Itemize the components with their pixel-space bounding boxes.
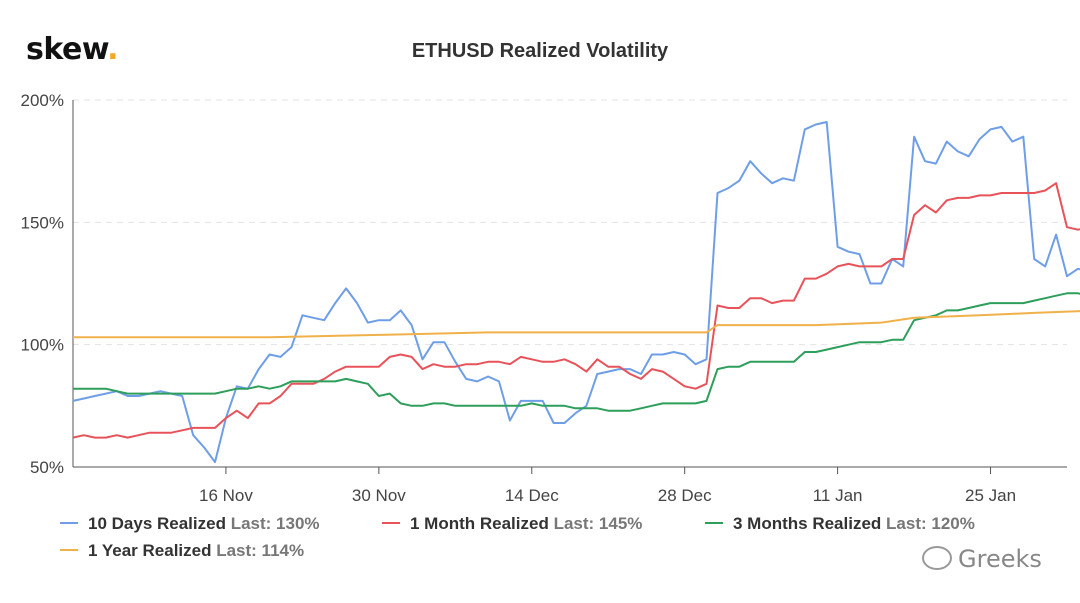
- legend-name: 10 Days Realized: [88, 514, 231, 533]
- series-line-4: [73, 310, 1080, 339]
- series-line-3: [73, 292, 1080, 412]
- watermark: Greeks: [922, 545, 1042, 573]
- legend-name: 1 Year Realized: [88, 541, 217, 560]
- legend-last-value: Last: 130%: [230, 514, 320, 533]
- legend-swatch: [382, 521, 400, 524]
- y-tick-label: 100%: [21, 336, 64, 355]
- legend-swatch: [60, 548, 78, 551]
- x-tick-label: 11 Jan: [813, 486, 863, 505]
- wechat-icon: [922, 546, 952, 570]
- series-line-2: [72, 182, 1080, 439]
- legend-item[interactable]: 10 Days Realized Last: 130%: [60, 514, 320, 534]
- axis-layer: 50% 100% 150% 200% 16 Nov 30 Nov 14 Dec 28 Dec 1…: [21, 91, 1067, 505]
- series-line-1: [72, 121, 1080, 464]
- skew-logo: skew.: [26, 32, 119, 67]
- legend-last-value: Last: 145%: [553, 514, 643, 533]
- x-tick-label: 25 Jan: [965, 486, 1016, 505]
- legend-swatch: [705, 521, 723, 524]
- grid-layer: [73, 99, 1067, 346]
- legend-item[interactable]: 1 Month Realized Last: 145%: [382, 514, 642, 534]
- legend-last-value: Last: 114%: [216, 541, 305, 560]
- legend-name: 3 Months Realized: [733, 514, 887, 533]
- x-tick-label: 16 Nov: [199, 486, 253, 505]
- legend-item[interactable]: 1 Year Realized Last: 114%: [60, 541, 304, 561]
- series-layer: [72, 121, 1080, 464]
- x-tick-label: 14 Dec: [505, 486, 559, 505]
- chart-title: ETHUSD Realized Volatility: [411, 40, 669, 62]
- legend-last-value: Last: 120%: [886, 514, 975, 533]
- legend-name: 1 Month Realized: [410, 514, 554, 533]
- x-tick-label: 30 Nov: [352, 486, 406, 505]
- y-tick-label: 50%: [30, 458, 64, 477]
- legend-swatch: [60, 521, 78, 524]
- y-tick-label: 200%: [21, 91, 64, 110]
- x-tick-label: 28 Dec: [658, 486, 712, 505]
- legend-item[interactable]: 3 Months Realized Last: 120%: [705, 514, 975, 534]
- y-tick-label: 150%: [21, 213, 64, 232]
